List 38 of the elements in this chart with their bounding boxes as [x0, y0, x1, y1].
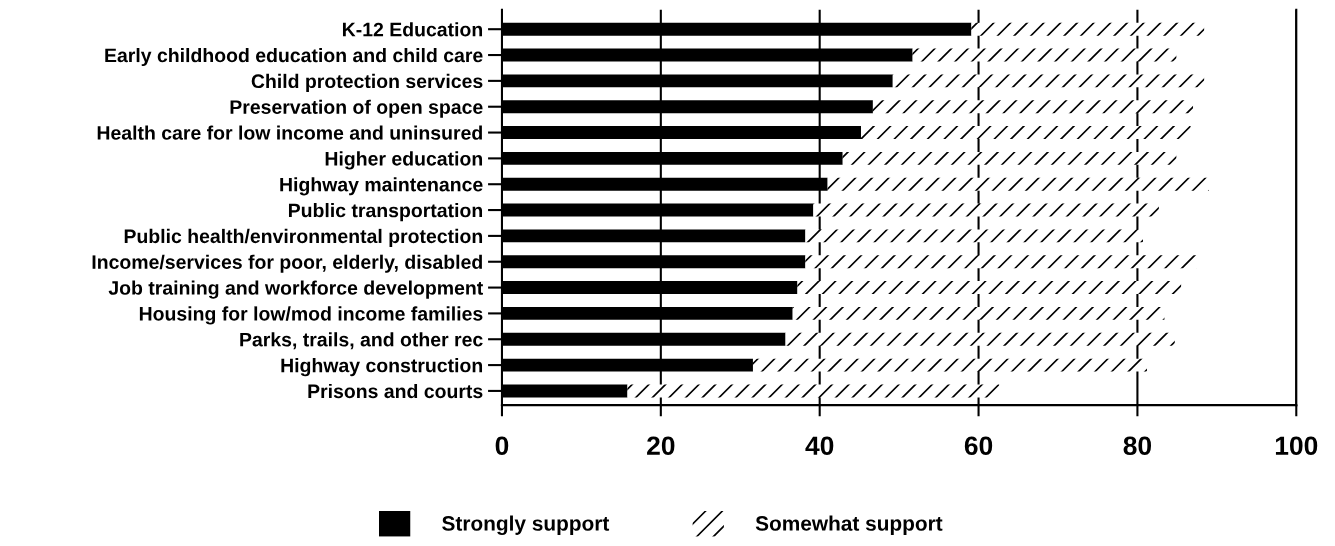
- y-tick-label: Job training and workforce development: [108, 280, 483, 299]
- bar: [872, 100, 1194, 114]
- bar: [842, 151, 1177, 165]
- bar: [627, 384, 1000, 398]
- bar: [752, 358, 1147, 372]
- x-tick-label: 20: [647, 436, 675, 456]
- x-tick-label: 40: [805, 436, 834, 456]
- bar: [971, 22, 1205, 36]
- x-tick-label: 0: [495, 436, 509, 456]
- y-tick-label: K-12 Education: [342, 22, 483, 37]
- bar: [805, 255, 1197, 269]
- bar: [792, 306, 1165, 320]
- y-tick-label: Child protection services: [251, 73, 483, 92]
- bar: [805, 229, 1143, 243]
- y-tick-label: Parks, trails, and other rec: [240, 332, 483, 350]
- y-tick-label: Housing for low/mod income families: [139, 306, 483, 325]
- y-tick-label: Prisons and courts: [308, 383, 483, 399]
- y-tick-label: Public transportation: [288, 203, 483, 222]
- bar: [912, 48, 1177, 62]
- legend-label: Strongly support: [442, 515, 610, 536]
- y-tick-label: Public health/environmental protection: [124, 228, 483, 247]
- y-tick-label: Higher education: [325, 151, 483, 170]
- bar: [813, 203, 1159, 217]
- y-tick-label: Health care for low income and uninsured: [97, 125, 482, 140]
- bar: [892, 74, 1205, 88]
- legend-label: Somewhat support: [755, 515, 943, 535]
- y-tick-label: Highway construction: [281, 358, 483, 377]
- y-tick-label: Preservation of open space: [230, 99, 483, 118]
- x-tick-label: 100: [1275, 436, 1318, 456]
- y-tick-label: Income/services for poor, elderly, disabled: [92, 254, 482, 273]
- x-tick-label: 60: [964, 436, 993, 456]
- x-tick-label: 80: [1123, 436, 1152, 456]
- bar: [785, 332, 1175, 346]
- bar: [797, 281, 1182, 295]
- y-tick-label: Highway maintenance: [280, 177, 483, 196]
- y-tick-label: Early childhood education and child care: [105, 48, 483, 67]
- bar: [827, 177, 1209, 191]
- bar: [860, 126, 1191, 140]
